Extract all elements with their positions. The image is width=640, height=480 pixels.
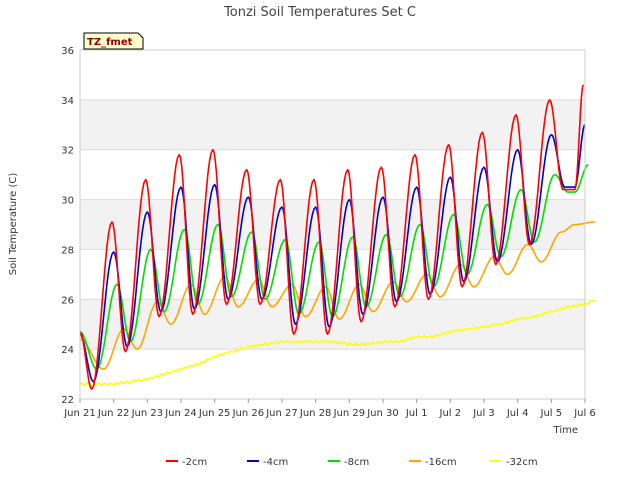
- y-tick-label: 32: [61, 146, 74, 157]
- legend-label: -4cm: [263, 457, 288, 468]
- series-lines: [79, 84, 596, 390]
- x-tick-label: Jun 26: [232, 408, 265, 419]
- y-axis-label: Soil Temperature (C): [8, 173, 19, 276]
- plot-frame: [79, 49, 586, 400]
- y-tick-label: 28: [61, 245, 74, 256]
- legend: -2cm -4cm -8cm -16cm -32cm: [166, 457, 538, 468]
- x-tick-label: Jul 2: [439, 408, 462, 419]
- site-badge-box: [83, 32, 144, 50]
- background-band: [80, 99, 585, 150]
- legend-label: -8cm: [344, 457, 369, 468]
- x-axis-ticks: Jun 21 Jun 22 Jun 23 Jun 24 Jun 25 Jun 26 Jun …: [63, 399, 596, 419]
- x-tick-label: Jun 29: [333, 408, 366, 419]
- x-tick-label: Jul 3: [472, 408, 495, 419]
- y-tick-label: 30: [61, 196, 74, 207]
- x-tick-label: Jun 25: [198, 408, 231, 419]
- y-tick-label: 34: [61, 96, 74, 107]
- series-line-minus-32cm: [79, 298, 596, 386]
- legend-label: -32cm: [506, 457, 538, 468]
- x-tick-label: Jun 24: [164, 408, 197, 419]
- site-badge: TZ_fmet: [83, 32, 144, 50]
- x-tick-label: Jun 28: [299, 408, 332, 419]
- chart-title: Tonzi Soil Temperatures Set C: [223, 5, 416, 20]
- legend-label: -2cm: [182, 457, 207, 468]
- series-line-minus-16cm: [79, 221, 596, 370]
- x-axis-label: Time: [553, 425, 578, 436]
- y-axis-ticks: 22 24 26 28 30 32 34 36: [61, 46, 74, 406]
- x-tick-label: Jun 27: [265, 408, 298, 419]
- x-tick-label: Jul 6: [573, 408, 596, 419]
- y-tick-label: 36: [61, 46, 74, 57]
- x-tick-label: Jul 5: [540, 408, 563, 419]
- y-tick-label: 26: [61, 295, 74, 306]
- site-badge-label: TZ_fmet: [87, 37, 133, 48]
- x-tick-label: Jun 21: [63, 408, 96, 419]
- x-tick-label: Jun 23: [131, 408, 164, 419]
- series-line-minus-4cm: [79, 124, 586, 383]
- x-tick-label: Jun 22: [97, 408, 130, 419]
- x-tick-label: Jun 30: [366, 408, 399, 419]
- series-line-minus-8cm: [79, 163, 589, 370]
- background-band: [80, 199, 585, 250]
- series-line-minus-2cm: [79, 84, 585, 390]
- x-tick-label: Jul 4: [506, 408, 529, 419]
- y-tick-label: 24: [61, 345, 74, 356]
- legend-label: -16cm: [425, 457, 457, 468]
- y-tick-label: 22: [61, 395, 74, 406]
- x-tick-label: Jul 1: [405, 408, 428, 419]
